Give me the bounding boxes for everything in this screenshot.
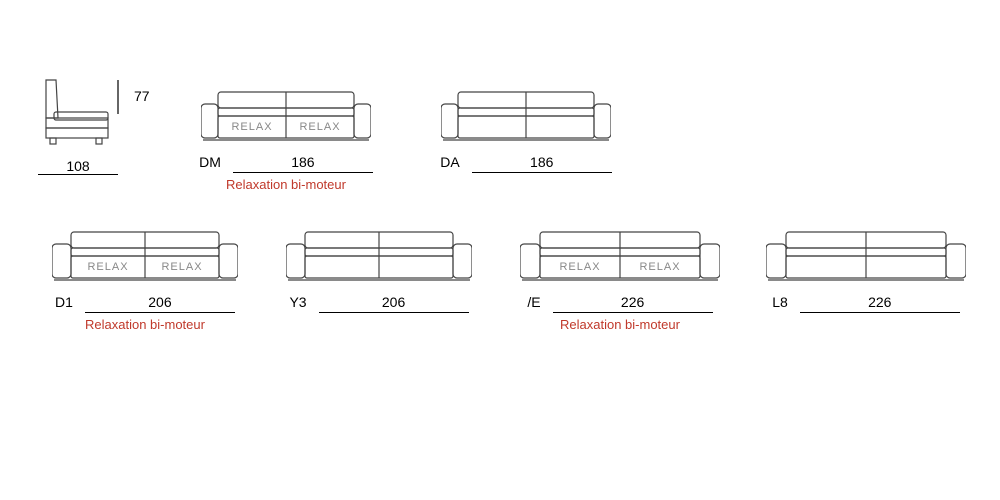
variant-code: DA (440, 154, 459, 170)
dimension-line: DA 186 (440, 154, 611, 173)
dimension-line: DM 186 (199, 154, 373, 173)
side-view-panel: 77 108 (38, 78, 128, 148)
dimension-value: 226 (800, 294, 960, 313)
bi-motor-note: Relaxation bi-moteur (560, 317, 680, 332)
relax-label: RELAX (299, 121, 340, 133)
sofa-front-icon: RELAX RELAX (52, 230, 238, 288)
sofa-front-icon (766, 230, 966, 288)
sofa-variant-DM: RELAX RELAX DM 186 Relaxation bi-moteur (196, 90, 376, 192)
sofa-front-icon: RELAX RELAX (201, 90, 371, 148)
relax-label: RELAX (87, 261, 128, 273)
dimension-value: 206 (319, 294, 469, 313)
sofa-front-icon: RELAX RELAX (520, 230, 720, 288)
chair-side-profile (38, 78, 128, 148)
sofa-variant-E: RELAX RELAX /E 226 Relaxation bi-moteur (520, 230, 720, 332)
variant-code: D1 (55, 294, 73, 310)
sofa-variant-D1: RELAX RELAX D1 206 Relaxation bi-moteur (50, 230, 240, 332)
variant-code: L8 (772, 294, 788, 310)
bi-motor-note: Relaxation bi-moteur (85, 317, 205, 332)
sofa-front-icon (441, 90, 611, 148)
side-depth-label: 108 (66, 158, 89, 174)
sofa-variant-L8: L8 226 (766, 230, 966, 313)
dimension-value: 226 (553, 294, 713, 313)
relax-label: RELAX (161, 261, 202, 273)
side-height-label: 77 (134, 88, 150, 104)
dimension-value: 186 (472, 154, 612, 173)
dimension-line: L8 226 (772, 294, 960, 313)
dimension-value: 206 (85, 294, 235, 313)
sofa-front-icon (286, 230, 472, 288)
relax-label: RELAX (559, 261, 600, 273)
dimension-value: 186 (233, 154, 373, 173)
relax-label: RELAX (639, 261, 680, 273)
relax-label: RELAX (231, 121, 272, 133)
dimension-line: D1 206 (55, 294, 235, 313)
sofa-variant-Y3: Y3 206 (284, 230, 474, 313)
variant-code: Y3 (289, 294, 306, 310)
variant-code: /E (527, 294, 540, 310)
bi-motor-note: Relaxation bi-moteur (226, 177, 346, 192)
dimension-line: /E 226 (527, 294, 712, 313)
side-depth-bar: 108 (38, 158, 118, 175)
dimension-line: Y3 206 (289, 294, 468, 313)
sofa-variant-DA: DA 186 (436, 90, 616, 173)
variant-code: DM (199, 154, 221, 170)
